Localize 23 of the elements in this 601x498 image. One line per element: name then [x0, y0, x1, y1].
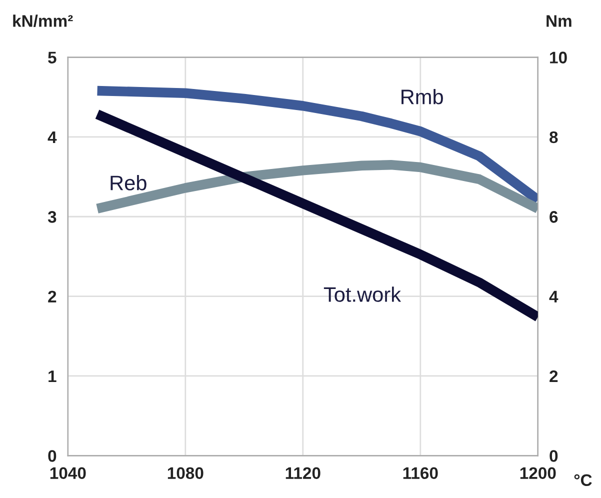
y-tick-label: 2 [48, 290, 56, 302]
x-tick-label: 1200 [520, 467, 556, 480]
x-tick-label: 1120 [286, 467, 320, 480]
y2-tick-label: 2 [550, 370, 558, 382]
x-tick-label: 1040 [50, 467, 86, 480]
series-label: Tot.work [324, 286, 402, 302]
x-axis-title: °C [574, 474, 592, 486]
x-tick-label: 1080 [168, 467, 204, 480]
x-tick-label: 1160 [403, 467, 438, 480]
y-tick-label: 4 [48, 132, 57, 143]
y2-tick-label: 4 [549, 290, 558, 302]
series-label: Reb [110, 175, 146, 190]
y2-tick-label: 0 [550, 450, 558, 462]
y2-tick-label: 10 [550, 52, 567, 64]
y2-tick-label: 8 [550, 131, 558, 144]
y-axis-title: kN/mm² [13, 14, 73, 28]
y-tick-label: 1 [48, 370, 56, 382]
y-tick-label: 5 [48, 52, 56, 64]
y-tick-label: 3 [48, 211, 56, 223]
y-tick-label: 0 [48, 450, 56, 462]
y2-tick-label: 6 [550, 211, 558, 223]
y2-axis-title: Nm [546, 15, 572, 27]
series-label: Rmb [402, 88, 443, 104]
